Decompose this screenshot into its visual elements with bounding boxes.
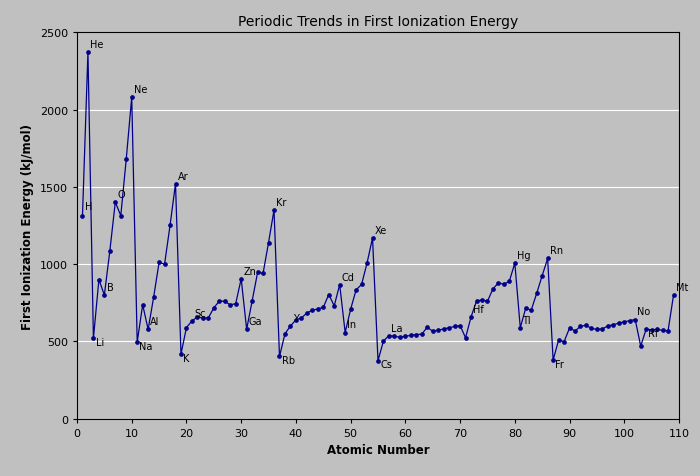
Text: Xe: Xe bbox=[374, 225, 387, 235]
Text: Ar: Ar bbox=[178, 171, 188, 181]
Text: Zn: Zn bbox=[244, 266, 256, 276]
Text: Tl: Tl bbox=[522, 315, 531, 325]
Text: H: H bbox=[85, 202, 92, 212]
Text: Rf: Rf bbox=[648, 328, 659, 338]
Text: La: La bbox=[391, 323, 402, 333]
Text: O: O bbox=[118, 189, 125, 199]
Text: Kr: Kr bbox=[276, 198, 286, 208]
Text: Rn: Rn bbox=[550, 246, 563, 256]
Title: Periodic Trends in First Ionization Energy: Periodic Trends in First Ionization Ener… bbox=[238, 15, 518, 30]
Text: No: No bbox=[638, 307, 651, 317]
Text: Ne: Ne bbox=[134, 85, 147, 95]
X-axis label: Atomic Number: Atomic Number bbox=[327, 444, 429, 456]
Text: Na: Na bbox=[139, 341, 153, 351]
Text: Cd: Cd bbox=[342, 272, 355, 282]
Text: Li: Li bbox=[96, 337, 104, 347]
Y-axis label: First Ionization Energy (kJ/mol): First Ionization Energy (kJ/mol) bbox=[21, 123, 34, 329]
Text: Rb: Rb bbox=[281, 355, 295, 365]
Text: Ga: Ga bbox=[248, 317, 262, 327]
Text: Fr: Fr bbox=[555, 359, 564, 369]
Text: B: B bbox=[106, 282, 113, 292]
Text: He: He bbox=[90, 40, 104, 50]
Text: Hg: Hg bbox=[517, 250, 531, 260]
Text: Al: Al bbox=[150, 317, 160, 327]
Text: Sc: Sc bbox=[194, 308, 206, 318]
Text: Cs: Cs bbox=[380, 359, 392, 369]
Text: Y: Y bbox=[293, 313, 298, 323]
Text: In: In bbox=[347, 320, 356, 330]
Text: K: K bbox=[183, 353, 190, 363]
Text: Mt: Mt bbox=[676, 282, 688, 292]
Text: Hf: Hf bbox=[473, 304, 484, 314]
